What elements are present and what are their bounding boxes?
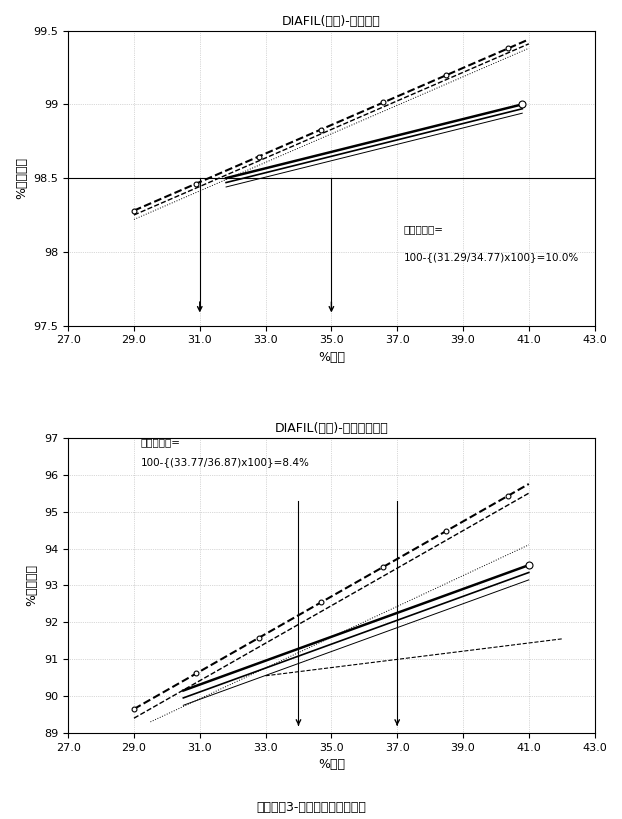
Text: サンプル3-珪藻土を最後に添加: サンプル3-珪藻土を最後に添加 bbox=[256, 801, 366, 814]
Title: DIAFIL(最後)-手澉き紙: DIAFIL(最後)-手澉き紙 bbox=[282, 15, 381, 28]
Y-axis label: %不透明度: %不透明度 bbox=[26, 564, 39, 606]
X-axis label: %灰分: %灰分 bbox=[318, 351, 345, 364]
Text: 100-{(33.77/36.87)x100}=8.4%: 100-{(33.77/36.87)x100}=8.4% bbox=[141, 457, 309, 467]
Text: 100-{(31.29/34.77)x100}=10.0%: 100-{(31.29/34.77)x100}=10.0% bbox=[404, 252, 579, 262]
Text: 効率の改善=: 効率の改善= bbox=[141, 437, 180, 447]
Title: DIAFIL(最後)-ラミネート体: DIAFIL(最後)-ラミネート体 bbox=[274, 423, 388, 435]
X-axis label: %灰分: %灰分 bbox=[318, 758, 345, 771]
Text: 効率の改善=: 効率の改善= bbox=[404, 224, 443, 234]
Y-axis label: %不透明度: %不透明度 bbox=[15, 157, 28, 199]
